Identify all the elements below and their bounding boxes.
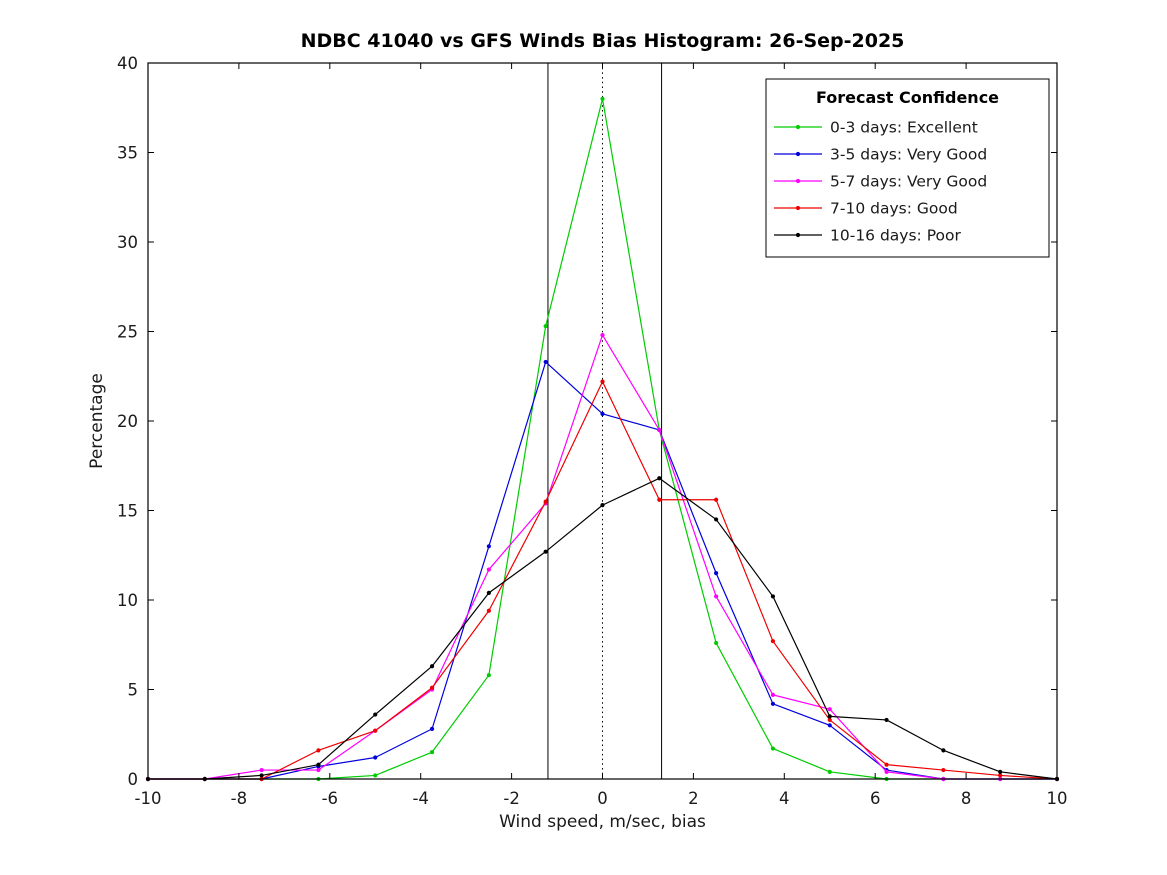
y-tick-label: 5: [128, 681, 139, 700]
y-tick-label: 15: [117, 502, 138, 521]
legend-marker: [795, 151, 801, 157]
data-point-marker: [884, 762, 889, 767]
legend-entry-label: 3-5 days: Very Good: [830, 146, 987, 164]
x-tick-label: -2: [503, 789, 519, 808]
x-tick-label: 10: [1047, 789, 1068, 808]
data-point-marker: [543, 499, 548, 504]
y-tick-label: 25: [117, 323, 138, 342]
series-7-10-days-good: [145, 379, 1060, 782]
y-tick-label: 40: [117, 54, 138, 73]
data-point-marker: [543, 324, 548, 329]
legend-marker: [795, 124, 801, 130]
legend-title: Forecast Confidence: [816, 88, 999, 107]
x-tick-label: 8: [961, 789, 972, 808]
data-point-marker: [600, 96, 605, 101]
data-point-marker: [770, 692, 776, 697]
x-tick-label: -6: [322, 789, 338, 808]
data-point-marker: [770, 746, 776, 751]
y-tick-label: 0: [128, 770, 139, 789]
legend: Forecast Confidence 0-3 days: Excellent 3-…: [765, 78, 1050, 258]
series-3-5-days-very-good: [145, 359, 1060, 782]
data-point-marker: [600, 379, 605, 384]
data-point-marker: [486, 608, 491, 613]
data-point-marker: [486, 590, 491, 595]
data-point-marker: [827, 714, 832, 719]
data-point-marker: [543, 359, 548, 365]
data-point-marker: [600, 411, 605, 416]
data-point-marker: [373, 712, 378, 717]
x-tick-label: -10: [135, 789, 162, 808]
data-point-marker: [657, 427, 662, 433]
data-point-marker: [827, 769, 832, 774]
data-point-marker: [486, 544, 491, 549]
x-tick-label: -4: [412, 789, 428, 808]
data-point-marker: [998, 769, 1003, 774]
legend-marker: [795, 232, 801, 238]
legend-marker: [795, 178, 801, 184]
y-tick-label: 30: [117, 233, 138, 252]
x-tick-label: 4: [779, 789, 790, 808]
x-tick-label: 0: [597, 789, 608, 808]
data-point-marker: [770, 594, 776, 599]
x-tick-label: 2: [688, 789, 699, 808]
data-point-marker: [373, 728, 378, 733]
series-line: [148, 477, 1058, 780]
legend-marker: [795, 205, 801, 211]
data-point-marker: [486, 673, 491, 678]
data-point-marker: [770, 701, 776, 706]
data-point-marker: [714, 640, 719, 646]
data-point-marker: [657, 497, 662, 502]
y-tick-label: 10: [117, 591, 138, 610]
y-axis-label: Percentage: [87, 373, 107, 469]
data-point-marker: [770, 639, 776, 644]
y-tick-label: 20: [117, 412, 138, 431]
data-point-marker: [941, 748, 946, 753]
data-point-marker: [259, 767, 264, 773]
data-point-marker: [657, 476, 662, 481]
data-point-marker: [714, 571, 719, 576]
legend-entry-label: 7-10 days: Good: [830, 200, 958, 218]
legend-entry-label: 5-7 days: Very Good: [830, 173, 987, 191]
data-point-marker: [429, 685, 435, 690]
x-axis-label: Wind speed, m/sec, bias: [499, 812, 706, 832]
data-point-marker: [600, 332, 605, 338]
data-point-marker: [827, 707, 832, 712]
data-point-marker: [429, 726, 435, 731]
data-point-marker: [373, 755, 378, 760]
data-point-marker: [714, 517, 719, 522]
data-point-marker: [884, 769, 889, 774]
data-point-marker: [941, 767, 946, 773]
data-point-marker: [714, 497, 719, 502]
data-point-marker: [373, 773, 378, 778]
data-point-marker: [429, 664, 435, 669]
x-tick-label: 6: [870, 789, 881, 808]
data-point-marker: [714, 594, 719, 599]
data-point-marker: [486, 567, 491, 572]
x-tick-label: -8: [231, 789, 247, 808]
data-point-marker: [316, 767, 321, 773]
data-point-marker: [827, 717, 832, 723]
data-point-marker: [429, 750, 435, 755]
series-10-16-days-poor: [145, 476, 1060, 782]
data-point-marker: [998, 773, 1003, 778]
data-point-marker: [600, 503, 605, 508]
data-point-marker: [316, 762, 321, 767]
chart-title: NDBC 41040 vs GFS Winds Bias Histogram: …: [300, 30, 905, 52]
legend-box: [765, 78, 1050, 258]
y-tick-label: 35: [117, 144, 138, 163]
data-point-marker: [884, 717, 889, 723]
data-point-marker: [827, 723, 832, 728]
data-point-marker: [543, 549, 548, 554]
data-point-marker: [259, 773, 264, 778]
legend-entry-label: 10-16 days: Poor: [830, 227, 961, 245]
data-point-marker: [316, 748, 321, 753]
legend-entry-label: 0-3 days: Excellent: [830, 119, 978, 137]
